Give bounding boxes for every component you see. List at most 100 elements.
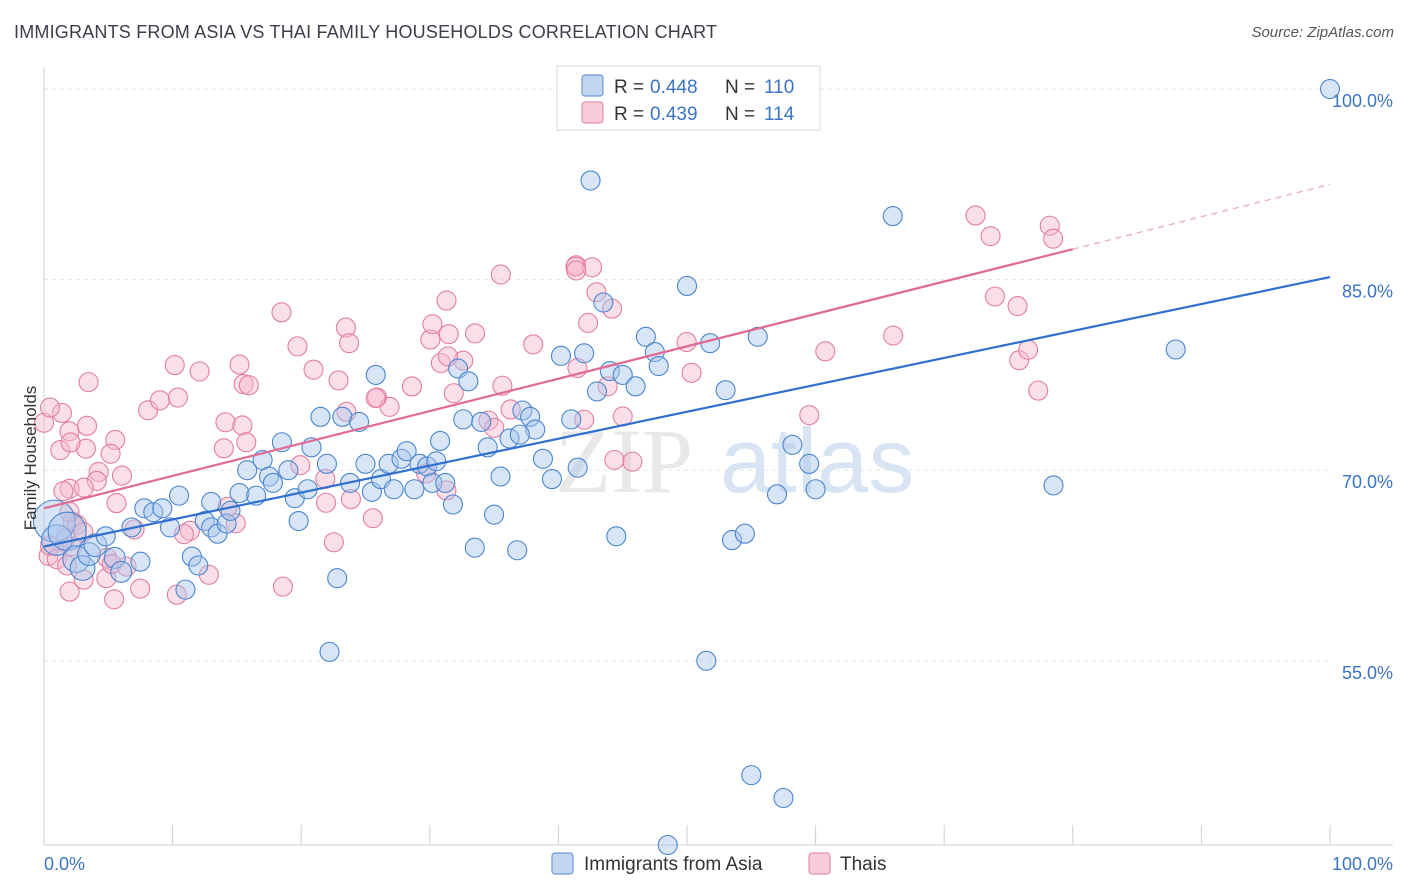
- y-tick-label-85: 85.0%: [1342, 282, 1393, 302]
- asia-point-100: [805, 479, 826, 500]
- thais-point-112: [1043, 228, 1064, 249]
- thais-point-17: [60, 432, 81, 453]
- thais-point-55: [271, 302, 292, 323]
- asia-point-7: [95, 526, 116, 547]
- asia-point-3: [62, 545, 91, 573]
- thais-point-101: [815, 341, 836, 362]
- thais-point-94: [287, 336, 308, 357]
- thais-point-29: [39, 397, 61, 418]
- thais-point-82: [622, 451, 643, 472]
- legend-r-value-asia: 0.448: [650, 77, 698, 98]
- thais-point-27: [101, 553, 122, 575]
- thais-point-75: [328, 370, 349, 391]
- thais-point-78: [189, 361, 210, 382]
- legend-r-label-thais: R =: [614, 104, 644, 125]
- asia-point-62: [471, 411, 492, 432]
- asia-point-82: [612, 364, 633, 385]
- asia-point-108: [509, 424, 530, 445]
- asia-point-88: [676, 275, 698, 297]
- asia-points: [32, 79, 1341, 856]
- thais-point-89: [365, 388, 386, 409]
- asia-point-77: [580, 170, 601, 191]
- legend-n-value-asia: 110: [764, 77, 794, 98]
- thais-point-44: [138, 400, 159, 421]
- asia-point-104: [1319, 79, 1341, 100]
- thais-point-81: [443, 383, 464, 404]
- trend-lines: [43, 183, 1331, 548]
- thais-point-87: [523, 334, 544, 355]
- y-axis-title: Family Households: [21, 386, 40, 531]
- y-tick-label-100: 100.0%: [1332, 91, 1393, 111]
- thais-point-21: [51, 402, 73, 424]
- asia-point-73: [550, 345, 572, 366]
- asia-point-86: [648, 355, 669, 377]
- asia-point-60: [458, 371, 479, 392]
- asia-point-34: [288, 510, 309, 532]
- bottom-legend-label-thais: Thais: [840, 854, 886, 875]
- thais-points: [33, 205, 1064, 610]
- asia-point-107: [426, 451, 447, 472]
- thais-point-47: [464, 323, 486, 344]
- thais-point-64: [215, 412, 236, 433]
- thais-point-113: [965, 205, 986, 226]
- legend-r-label-asia: R =: [614, 77, 644, 98]
- asia-point-48: [383, 479, 404, 500]
- source-label: Source: ZipAtlas.com: [1251, 24, 1394, 41]
- asia-point-89: [696, 650, 717, 671]
- asia-point-67: [507, 540, 528, 561]
- asia-point-106: [319, 641, 340, 662]
- thais-point-85: [586, 282, 607, 303]
- thais-point-110: [980, 226, 1001, 247]
- bottom-legend-swatch-thais: [808, 852, 831, 875]
- axes: [43, 68, 1393, 846]
- asia-point-23: [216, 513, 237, 534]
- asia-point-14: [152, 498, 173, 519]
- asia-point-11: [130, 551, 151, 572]
- asia-point-29: [258, 466, 280, 487]
- asia-point-76: [574, 343, 595, 364]
- thais-point-74: [236, 432, 257, 453]
- asia-point-45: [365, 364, 386, 385]
- legend-swatch-asia: [581, 74, 604, 97]
- legend-n-value-thais: 114: [764, 104, 795, 125]
- thais-point-105: [1028, 380, 1049, 401]
- asia-point-83: [625, 376, 646, 397]
- thais-point-0: [33, 412, 55, 433]
- thais-point-73: [179, 520, 200, 541]
- thais-point-24: [106, 493, 127, 514]
- thais-trend-line: [43, 248, 1074, 510]
- thais-point-16: [104, 589, 125, 610]
- asia-point-15: [159, 517, 181, 538]
- thais-point-57: [213, 438, 234, 459]
- thais-point-38: [303, 359, 324, 380]
- thais-point-60: [340, 489, 361, 510]
- asia-point-92: [721, 530, 743, 551]
- thais-point-107: [1018, 339, 1039, 360]
- thais-point-42: [401, 376, 422, 397]
- asia-point-24: [220, 500, 241, 521]
- thais-point-108: [1039, 215, 1060, 236]
- thais-point-102: [883, 325, 904, 346]
- asia-point-32: [278, 460, 299, 481]
- y-tick-labels: 55.0% 70.0% 85.0% 100.0%: [1332, 91, 1393, 683]
- asia-point-84: [635, 326, 656, 347]
- asia-point-99: [799, 453, 820, 474]
- bottom-legend-swatch-asia: [551, 852, 574, 875]
- thais-point-111: [681, 362, 702, 383]
- asia-point-72: [541, 469, 563, 490]
- thais-point-56: [436, 290, 457, 311]
- asia-point-19: [188, 555, 209, 576]
- thais-point-69: [420, 329, 441, 350]
- thais-point-13: [76, 415, 98, 436]
- thais-point-100: [1007, 295, 1028, 317]
- asia-point-97: [782, 434, 803, 455]
- x-tick-label-max: 100.0%: [1332, 854, 1393, 874]
- asia-point-95: [766, 484, 788, 505]
- asia-point-103: [1165, 339, 1186, 360]
- asia-point-51: [404, 479, 425, 500]
- thais-point-97: [164, 355, 185, 376]
- thais-point-72: [422, 314, 443, 335]
- asia-point-8: [103, 546, 126, 569]
- thais-point-66: [149, 390, 170, 411]
